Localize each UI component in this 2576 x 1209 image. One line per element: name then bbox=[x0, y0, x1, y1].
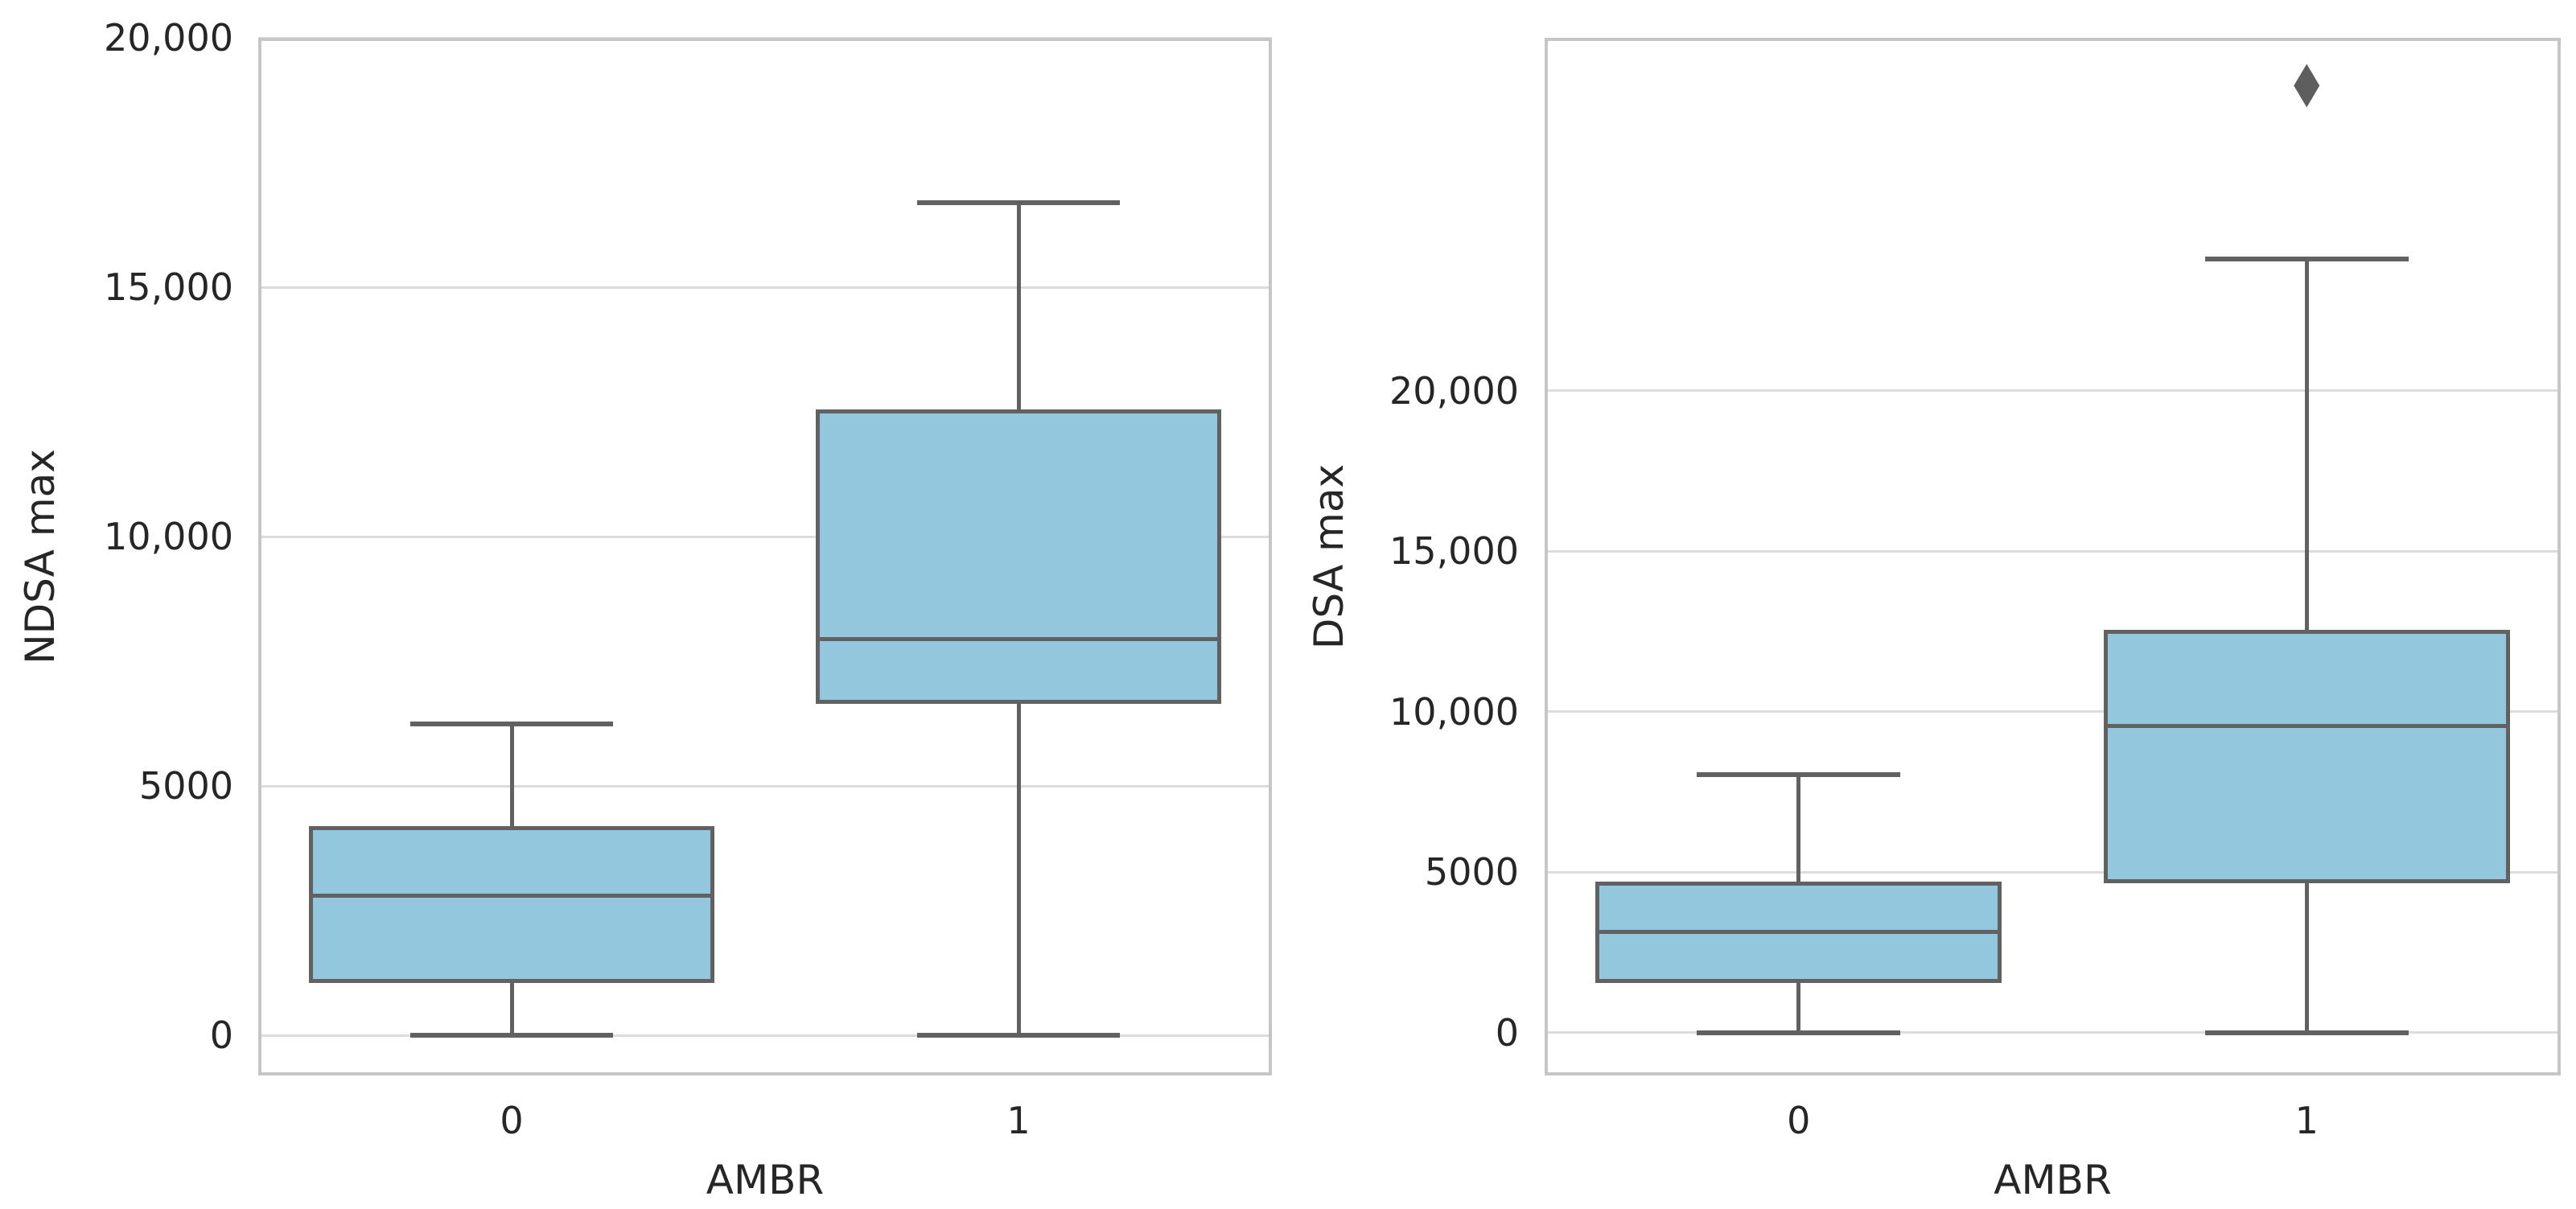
whisker-upper bbox=[1016, 202, 1021, 409]
y-tick-label: 15,000 bbox=[1389, 529, 1519, 574]
box-ambr-1 bbox=[2103, 630, 2510, 884]
gridline bbox=[1545, 389, 2561, 393]
whisker-cap-lower bbox=[410, 1033, 613, 1038]
x-tick-label: 0 bbox=[500, 1099, 524, 1142]
y-tick-label: 5000 bbox=[138, 764, 233, 808]
whisker-upper bbox=[509, 723, 514, 826]
x-tick-label: 1 bbox=[1006, 1099, 1031, 1142]
axes-area-dsa bbox=[1545, 38, 2561, 1075]
gridline bbox=[258, 1034, 1272, 1037]
whisker-lower bbox=[1016, 703, 1021, 1035]
whisker-cap-upper bbox=[917, 199, 1120, 205]
gridline bbox=[1545, 549, 2561, 553]
y-tick-label: 10,000 bbox=[104, 515, 233, 558]
whisker-upper bbox=[2304, 259, 2309, 630]
whisker-cap-lower bbox=[917, 1033, 1120, 1038]
whisker-upper bbox=[1796, 774, 1801, 882]
x-axis-label-ambr: AMBR bbox=[706, 1157, 825, 1203]
median-line bbox=[1595, 929, 2002, 934]
median-line bbox=[2103, 724, 2510, 729]
gridline bbox=[1545, 710, 2561, 713]
axes-area-ndsa bbox=[258, 36, 1272, 1075]
gridline bbox=[258, 784, 1272, 787]
whisker-cap-lower bbox=[2204, 1030, 2409, 1035]
median-line bbox=[309, 893, 714, 898]
whisker-cap-upper bbox=[2204, 257, 2409, 261]
gridline bbox=[258, 535, 1272, 538]
y-tick-label: 0 bbox=[209, 1014, 233, 1058]
outlier-diamond-icon bbox=[2294, 64, 2320, 108]
x-tick-label: 1 bbox=[2294, 1099, 2319, 1142]
box-ambr-1 bbox=[816, 409, 1221, 704]
whisker-cap-lower bbox=[1697, 1030, 1901, 1035]
gridline bbox=[1545, 1031, 2561, 1034]
gridline bbox=[258, 36, 1272, 39]
whisker-lower bbox=[2304, 883, 2309, 1033]
gridline bbox=[258, 286, 1272, 289]
gridline bbox=[1545, 870, 2561, 874]
y-tick-label: 20,000 bbox=[104, 16, 233, 60]
box-ambr-0 bbox=[309, 825, 714, 983]
whisker-cap-upper bbox=[410, 721, 613, 726]
whisker-lower bbox=[1796, 983, 1801, 1033]
y-tick-label: 15,000 bbox=[104, 265, 233, 309]
y-tick-label: 0 bbox=[1495, 1010, 1519, 1055]
x-axis-label-ambr: AMBR bbox=[1994, 1157, 2112, 1203]
whisker-lower bbox=[509, 982, 514, 1036]
y-tick-label: 5000 bbox=[1424, 850, 1519, 894]
y-tick-label: 20,000 bbox=[1389, 368, 1519, 413]
whisker-cap-upper bbox=[1697, 771, 1901, 777]
y-tick-label: 10,000 bbox=[1389, 689, 1519, 734]
x-tick-label: 0 bbox=[1787, 1099, 1811, 1142]
median-line bbox=[816, 636, 1221, 641]
